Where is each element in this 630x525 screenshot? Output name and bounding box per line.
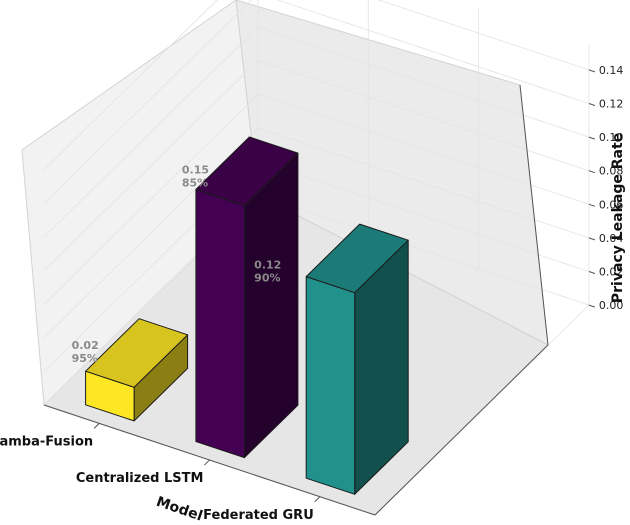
bar-federated-gru <box>305 223 409 495</box>
grid-line-left <box>43 127 259 339</box>
bar-mamba-fusion <box>85 318 189 422</box>
category-label: Mamba-Fusion <box>0 434 93 449</box>
grid-line-back <box>257 60 590 172</box>
grid-lines <box>43 0 590 516</box>
z-tick-label: 0.08 <box>599 165 624 178</box>
grid-line-back <box>257 127 590 239</box>
annotation-value: 0.12 <box>254 259 281 272</box>
category-labels: Mamba-Fusion Centralized LSTM Federated GR… <box>0 422 321 523</box>
annotation-value: 0.15 <box>182 163 209 176</box>
x-axis-line <box>43 404 376 516</box>
z-tick-mark <box>588 103 596 106</box>
z-tick-labels: 0.00 0.02 0.04 0.06 0.08 0.10 0.12 0.14 <box>588 64 624 312</box>
axes <box>43 84 549 516</box>
grid-line-back <box>257 26 590 138</box>
z-axis-title: Privacy Leakage Rate <box>610 133 626 303</box>
z-tick-mark <box>588 237 596 241</box>
x-tick-mark <box>204 459 210 466</box>
x-axis-title: Model <box>154 494 204 525</box>
bar-centralized-lstm <box>195 136 299 459</box>
grid-line-left <box>43 0 252 204</box>
bar-side-face <box>243 152 299 459</box>
annotation-percent: 85% <box>182 176 208 189</box>
category-label: Federated GRU <box>203 508 314 523</box>
annotation-value: 0.02 <box>72 339 99 352</box>
z-tick-label: 0.00 <box>599 299 624 312</box>
grid-line-back <box>257 93 590 205</box>
category-label: Centralized LSTM <box>76 471 204 486</box>
z-tick-mark <box>588 170 596 174</box>
grid-line-back <box>276 0 590 104</box>
grid-line-left <box>43 0 218 171</box>
annotation-percent: 95% <box>72 352 98 365</box>
bar-front-face <box>195 189 245 459</box>
z-tick-mark <box>588 203 596 207</box>
z-tick-label: 0.02 <box>599 266 624 279</box>
annotation-percent: 90% <box>254 272 280 285</box>
bars <box>85 136 409 495</box>
z-tick-label: 0.06 <box>599 198 624 211</box>
bar-top-face <box>195 136 299 207</box>
z-tick-label: 0.10 <box>599 131 624 144</box>
z-tick-mark <box>588 304 596 308</box>
x-tick-mark <box>314 496 321 503</box>
bar-top-face <box>85 318 189 388</box>
grid-line-back <box>257 161 590 272</box>
grid-line-left <box>43 93 259 305</box>
z-tick-mark <box>588 271 596 274</box>
grid-line-back <box>377 0 590 71</box>
grid-line-back <box>257 194 590 306</box>
x-tick-mark <box>93 422 100 429</box>
z-tick-label: 0.14 <box>599 64 624 77</box>
grid-line-left <box>43 60 259 271</box>
z-tick-mark <box>588 69 596 73</box>
z-axis-line <box>519 84 549 346</box>
z-tick-label: 0.04 <box>599 232 624 245</box>
grid-line-left <box>43 26 259 238</box>
z-tick-mark <box>588 136 596 140</box>
bar-front-face <box>305 276 356 495</box>
bar-top-face <box>305 223 409 294</box>
floor-edge-line <box>374 344 549 516</box>
z-tick-label: 0.12 <box>599 98 624 111</box>
